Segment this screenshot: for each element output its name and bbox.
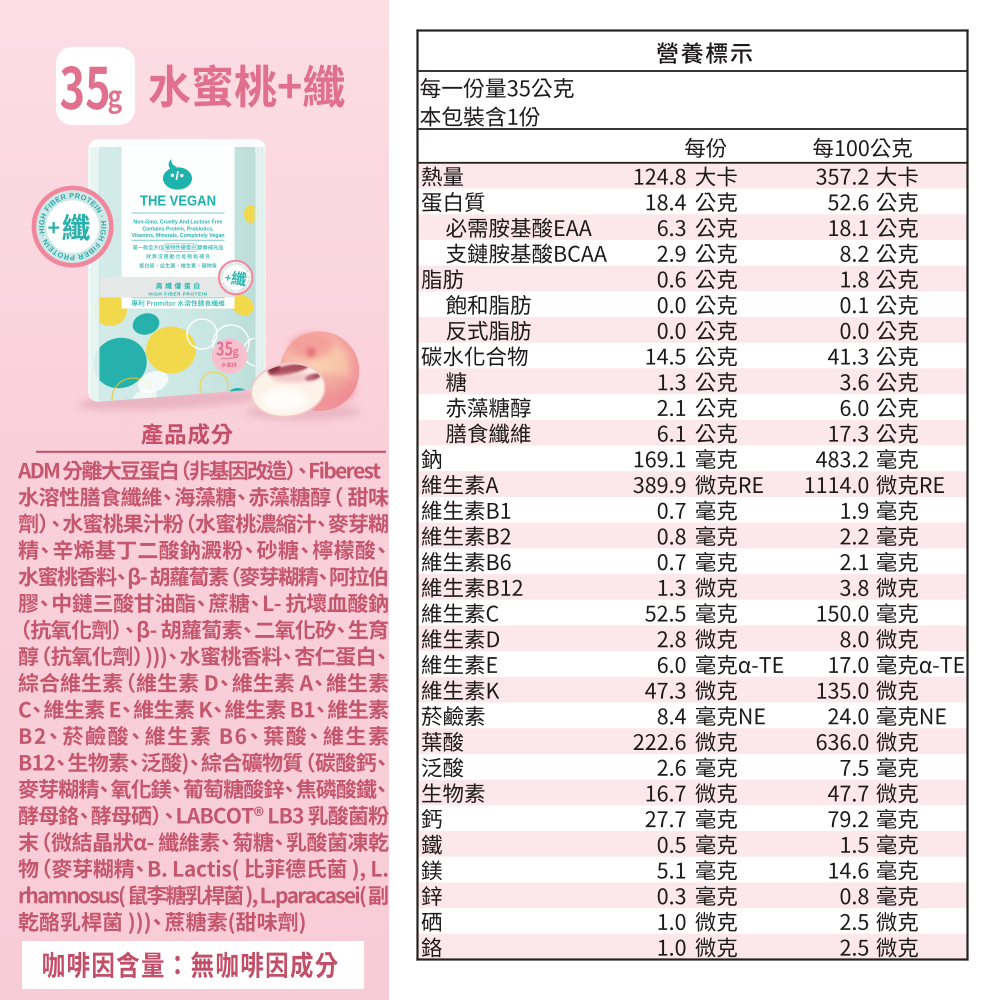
- svg-text:Contains Protein, Probiotics,: Contains Protein, Probiotics,: [142, 226, 214, 232]
- svg-text:Vitamins, Minerals, Completely: Vitamins, Minerals, Completely Vegan: [131, 233, 224, 239]
- svg-text:THE VEGAN: THE VEGAN: [140, 193, 216, 209]
- svg-text:HIGH FIBER PROTEIN: HIGH FIBER PROTEIN: [148, 291, 207, 296]
- svg-text:Non-Gmo, Cruelty And Lactose F: Non-Gmo, Cruelty And Lactose Free: [133, 219, 222, 225]
